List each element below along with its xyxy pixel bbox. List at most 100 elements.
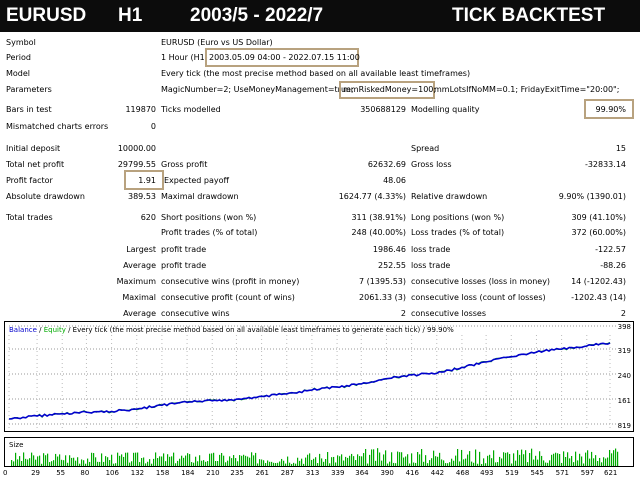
mismatch-value: 0	[150, 122, 156, 131]
period-highlight-box	[205, 48, 359, 67]
size-bar	[241, 455, 243, 466]
size-bar	[513, 453, 515, 466]
x-tick-label: 158	[155, 469, 170, 477]
size-bar	[439, 452, 441, 466]
x-tick-label: 364	[355, 469, 369, 477]
size-bar	[141, 458, 143, 466]
size-bar	[13, 461, 15, 466]
size-bar	[431, 458, 433, 466]
size-bar	[213, 452, 215, 466]
ticks-value: 350688129	[360, 105, 406, 114]
size-chart-title: Size	[9, 441, 23, 449]
average-consecutive-label: Average	[123, 309, 156, 318]
size-bar	[23, 452, 25, 466]
legend-description: / Every tick (the most precise method ba…	[66, 326, 454, 334]
size-bar	[203, 460, 205, 466]
size-bar	[67, 462, 69, 466]
size-bar	[411, 453, 413, 466]
size-bar	[211, 453, 213, 466]
loss-trades-label: Loss trades (% of total)	[411, 228, 505, 237]
size-bar	[81, 459, 83, 466]
avg-consecutive-wins-value: 2	[400, 309, 406, 318]
size-bar	[133, 452, 135, 466]
size-bar	[591, 451, 593, 466]
parameters-label: Parameters	[6, 85, 52, 94]
balance-chart-frame	[4, 321, 634, 432]
size-bar	[523, 454, 525, 466]
size-bar	[367, 463, 369, 466]
size-bar	[197, 461, 199, 466]
spread-label: Spread	[411, 144, 440, 153]
size-bar	[521, 449, 523, 466]
x-tick-label: 545	[530, 469, 544, 477]
size-bar	[393, 462, 395, 466]
size-bar	[229, 456, 231, 466]
average-profit-label: profit trade	[161, 261, 207, 270]
average-loss-value: -88.26	[600, 261, 626, 270]
y-tick-label: 819	[618, 422, 631, 430]
size-bar	[239, 455, 241, 466]
maximal-label: Maximal	[122, 293, 156, 302]
size-bar	[389, 461, 391, 466]
x-tick-label: 621	[604, 469, 618, 477]
size-bar	[209, 453, 211, 466]
size-bar	[189, 454, 191, 466]
gross-loss-label: Gross loss	[411, 160, 452, 169]
size-bar	[571, 456, 573, 466]
size-bar	[269, 461, 271, 466]
size-bar	[237, 461, 239, 466]
size-bar	[143, 457, 145, 466]
size-chart: Size	[4, 437, 634, 467]
period-prefix: 1 Hour (H1)	[161, 53, 208, 62]
net-profit-label: Total net profit	[6, 160, 65, 169]
size-bar	[47, 453, 49, 466]
y-tick-label: 398	[618, 323, 631, 331]
size-bar	[179, 458, 181, 466]
expected-payoff-value: 48.06	[383, 176, 406, 185]
size-bar	[369, 454, 371, 466]
size-bar	[427, 463, 429, 466]
size-bar	[93, 453, 95, 466]
model-label: Model	[6, 69, 31, 78]
size-bar	[289, 462, 291, 466]
size-bar	[501, 458, 503, 466]
x-tick-label: 442	[430, 469, 445, 477]
x-tick-label: 287	[280, 469, 295, 477]
size-bar	[545, 462, 547, 466]
size-bar	[321, 458, 323, 466]
size-bar	[335, 462, 337, 466]
ticks-label: Ticks modelled	[161, 105, 221, 114]
size-bar	[381, 460, 383, 466]
max-consecutive-wins-label: consecutive wins (profit in money)	[161, 277, 300, 286]
y-tick-label: 161	[618, 397, 631, 405]
profit-factor-label: Profit factor	[6, 176, 53, 185]
size-bar	[201, 460, 203, 466]
size-bar	[339, 456, 341, 466]
symbol-value: EURUSD (Euro vs US Dollar)	[161, 38, 273, 47]
backtest-report: Symbol EURUSD (Euro vs US Dollar) Period…	[0, 32, 640, 320]
size-bar	[593, 458, 595, 466]
x-tick-label: 571	[555, 469, 569, 477]
quality-highlight-box	[584, 99, 634, 119]
size-bar	[159, 456, 161, 466]
deposit-value: 10000.00	[117, 144, 156, 153]
size-bar	[333, 456, 335, 466]
size-bar	[365, 448, 367, 466]
size-bar	[421, 449, 423, 466]
x-tick-label: 55	[56, 469, 66, 477]
parameters-part-c: mmLotsIfNoMM=0.1; FridayExitTime="20:00"…	[434, 85, 620, 94]
quality-label: Modelling quality	[411, 105, 480, 114]
size-bar	[519, 454, 521, 466]
size-bar	[567, 452, 569, 466]
size-bar	[377, 448, 379, 466]
size-bar	[39, 455, 41, 466]
size-bar	[587, 450, 589, 466]
loss-trades-value: 372 (60.00%)	[571, 228, 626, 237]
size-bar	[257, 463, 259, 466]
size-bar	[391, 452, 393, 466]
size-bar	[583, 463, 585, 466]
size-bar	[259, 459, 261, 466]
size-bar	[409, 463, 411, 466]
max-consecutive-losses-label: consecutive losses (loss in money)	[411, 277, 551, 286]
largest-profit-label: profit trade	[161, 245, 207, 254]
